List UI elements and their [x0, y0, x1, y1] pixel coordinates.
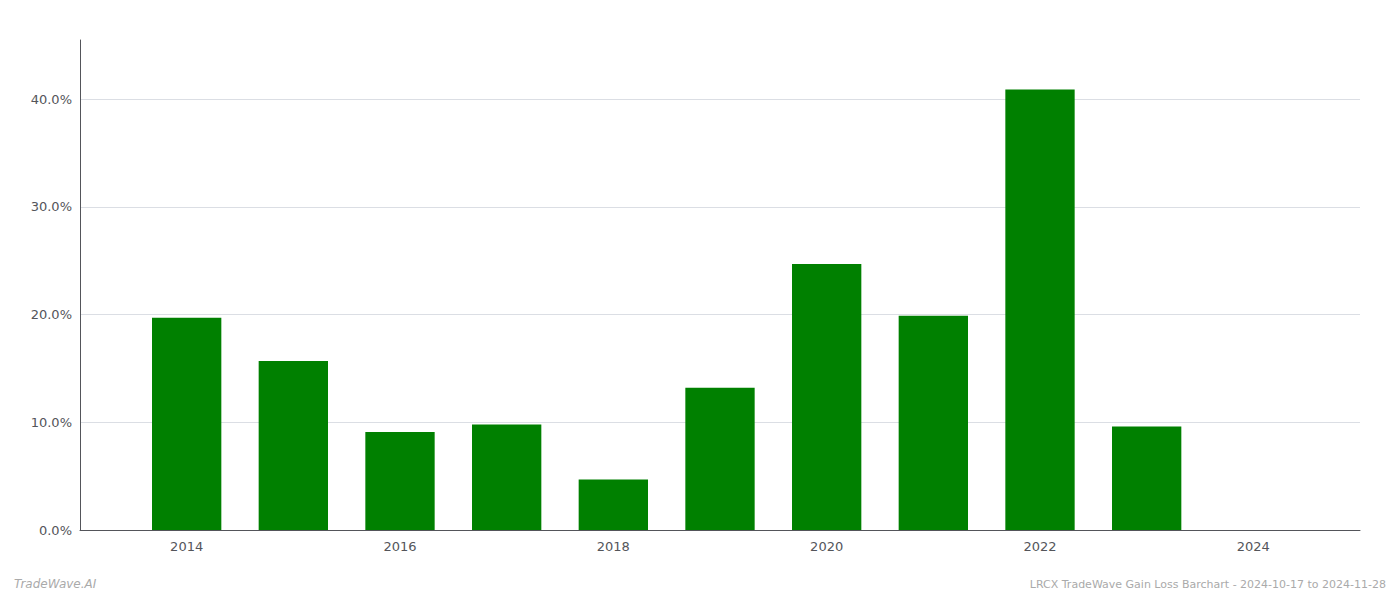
svg-text:2020: 2020 — [810, 539, 843, 554]
svg-text:2018: 2018 — [597, 539, 630, 554]
svg-text:30.0%: 30.0% — [31, 199, 72, 214]
svg-text:0.0%: 0.0% — [39, 523, 72, 538]
svg-text:2022: 2022 — [1023, 539, 1056, 554]
svg-text:40.0%: 40.0% — [31, 92, 72, 107]
svg-text:2014: 2014 — [170, 539, 203, 554]
svg-text:2024: 2024 — [1237, 539, 1270, 554]
svg-text:20.0%: 20.0% — [31, 307, 72, 322]
svg-text:LRCX TradeWave Gain Loss Barch: LRCX TradeWave Gain Loss Barchart - 2024… — [1030, 578, 1386, 591]
svg-text:10.0%: 10.0% — [31, 415, 72, 430]
svg-text:TradeWave.AI: TradeWave.AI — [14, 577, 97, 591]
svg-text:2016: 2016 — [383, 539, 416, 554]
